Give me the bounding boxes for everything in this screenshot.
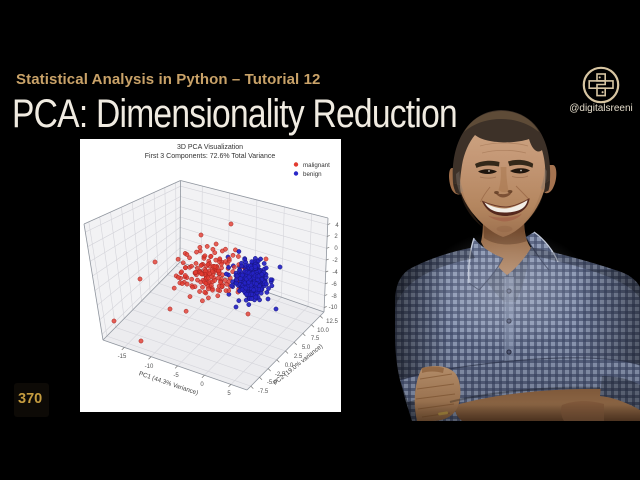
svg-text:2: 2: [334, 234, 338, 240]
svg-text:-8: -8: [331, 294, 337, 300]
svg-text:10.0: 10.0: [317, 328, 329, 334]
svg-text:0: 0: [334, 246, 338, 252]
svg-text:-4: -4: [332, 270, 338, 276]
svg-text:-15: -15: [118, 354, 127, 360]
svg-text:0.0: 0.0: [285, 363, 294, 369]
svg-text:-6: -6: [331, 282, 337, 288]
svg-text:5.0: 5.0: [302, 345, 311, 351]
svg-text:0: 0: [200, 382, 204, 388]
svg-text:5: 5: [227, 391, 231, 397]
svg-text:12.5: 12.5: [326, 319, 338, 325]
svg-text:First 3 Components: 72.6% Tota: First 3 Components: 72.6% Total Variance: [145, 153, 276, 160]
svg-text:4: 4: [335, 223, 339, 229]
svg-text:-10: -10: [329, 305, 338, 311]
svg-text:-10: -10: [145, 364, 154, 370]
svg-text:-5.0: -5.0: [267, 380, 278, 386]
svg-text:2.5: 2.5: [294, 354, 303, 360]
svg-text:-2.5: -2.5: [275, 372, 286, 378]
svg-text:-7.5: -7.5: [258, 389, 269, 395]
svg-text:benign: benign: [303, 171, 322, 178]
svg-text:3D PCA Visualization: 3D PCA Visualization: [177, 144, 243, 151]
svg-text:7.5: 7.5: [311, 336, 320, 342]
svg-text:-5: -5: [173, 373, 179, 379]
svg-text:-2: -2: [332, 258, 338, 264]
svg-text:malignant: malignant: [303, 162, 330, 169]
